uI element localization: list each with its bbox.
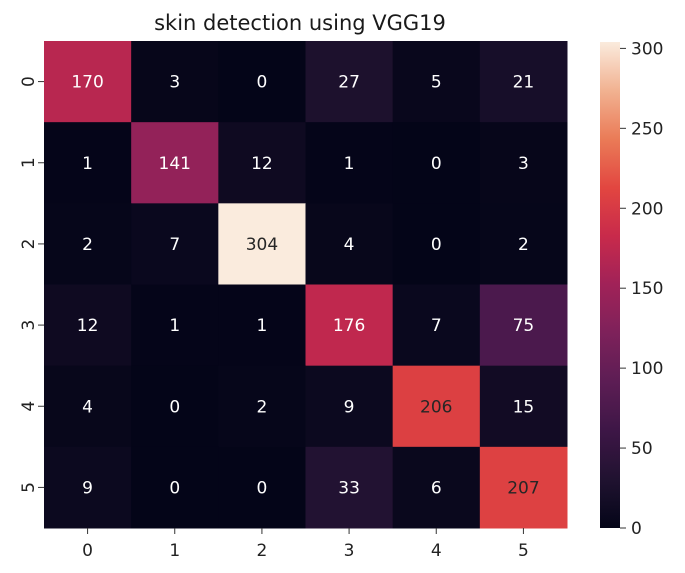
heatmap-cell: [131, 284, 219, 367]
colorbar-tick-label: 50: [631, 439, 653, 459]
heatmap-cell: [131, 365, 219, 448]
heatmap-cell: [305, 284, 394, 367]
cell-label: 21: [513, 73, 535, 93]
heatmap-cell: [44, 446, 132, 529]
cell-label: 12: [77, 316, 99, 336]
heatmap-cell: [131, 446, 219, 529]
x-tick-label: 3: [344, 541, 355, 561]
heatmap-cell: [44, 284, 132, 367]
heatmap-cell: [218, 284, 306, 367]
y-tick-label: 1: [19, 157, 39, 168]
cell-label: 6: [431, 478, 442, 498]
heatmap-cell: [392, 122, 481, 204]
cell-label: 207: [507, 478, 539, 498]
cell-label: 7: [169, 235, 180, 255]
colorbar-ticks: 0 50 100 150 200 250 300: [620, 39, 663, 539]
heatmap-cell: [131, 203, 219, 285]
heatmap-cell: [479, 41, 568, 123]
cell-label: 27: [338, 73, 360, 93]
heatmap-cell: [392, 284, 481, 367]
cell-label: 2: [518, 235, 529, 255]
cell-label: 0: [169, 478, 180, 498]
cell-label: 1: [169, 316, 180, 336]
cell-label: 9: [344, 397, 355, 417]
heatmap-cell: [479, 122, 568, 204]
colorbar: [600, 42, 620, 528]
cell-label: 0: [431, 235, 442, 255]
cell-label: 7: [431, 316, 442, 336]
y-axis: 0 1 2 3 4 5: [19, 76, 44, 493]
heatmap-cell: [392, 365, 481, 448]
chart-title: skin detection using VGG19: [154, 11, 446, 35]
y-tick-label: 3: [19, 320, 39, 331]
heatmap-cell: [44, 365, 132, 448]
colorbar-tick-label: 100: [631, 359, 663, 379]
heatmap-cell: [218, 122, 306, 204]
cell-label: 2: [257, 397, 268, 417]
y-tick-label: 2: [19, 239, 39, 250]
heatmap-cell: [305, 41, 394, 123]
colorbar-tick-label: 150: [631, 279, 663, 299]
heatmap-cell: [479, 203, 568, 285]
cell-label: 3: [169, 73, 180, 93]
heatmap-cell: [44, 41, 132, 123]
heatmap-cell: [131, 122, 219, 204]
colorbar-tick-label: 250: [631, 119, 663, 139]
y-tick-label: 4: [19, 401, 39, 412]
cell-label: 1: [344, 154, 355, 174]
x-axis: 0 1 2 3 4 5: [82, 528, 529, 561]
heatmap-cell: [392, 41, 481, 123]
cell-label: 5: [431, 73, 442, 93]
heatmap-cell: [44, 122, 132, 204]
heatmap-cell: [392, 203, 481, 285]
heatmap-cell: [218, 365, 306, 448]
x-tick-label: 5: [518, 541, 529, 561]
x-tick-label: 1: [169, 541, 180, 561]
cell-label: 9: [82, 478, 93, 498]
heatmap-cell: [218, 41, 306, 123]
heatmap-cell: [305, 203, 394, 285]
heatmap-cell: [479, 446, 568, 529]
cell-label: 33: [338, 478, 360, 498]
colorbar-tick-label: 300: [631, 39, 663, 59]
heatmap-cell: [479, 365, 568, 448]
cell-label: 75: [513, 316, 535, 336]
heatmap-cell: [479, 284, 568, 367]
heatmap-cell: [44, 203, 132, 285]
cell-label: 15: [513, 397, 535, 417]
cell-label: 4: [82, 397, 93, 417]
y-tick-label: 5: [19, 482, 39, 493]
cell-label: 3: [518, 154, 529, 174]
heatmap-cell: [218, 203, 306, 285]
heatmap-cell: [305, 365, 394, 448]
cell-label: 12: [251, 154, 273, 174]
cell-label: 2: [82, 235, 93, 255]
heatmap-cell: [392, 446, 481, 529]
cell-label: 170: [71, 73, 103, 93]
cell-label: 0: [431, 154, 442, 174]
colorbar-tick-label: 200: [631, 199, 663, 219]
y-tick-label: 0: [19, 76, 39, 87]
x-tick-label: 2: [257, 541, 268, 561]
cell-label: 1: [257, 316, 268, 336]
colorbar-tick-label: 0: [631, 519, 642, 539]
cell-label: 1: [82, 154, 93, 174]
cell-label: 0: [257, 73, 268, 93]
cell-label: 0: [257, 478, 268, 498]
cell-label: 0: [169, 397, 180, 417]
heatmap-cell: [305, 446, 394, 529]
cell-label: 206: [420, 397, 452, 417]
x-tick-label: 4: [431, 541, 442, 561]
cell-label: 141: [159, 154, 191, 174]
heatmap-cell: [131, 41, 219, 123]
x-tick-label: 0: [82, 541, 93, 561]
heatmap-cell: [218, 446, 306, 529]
cell-label: 4: [344, 235, 355, 255]
heatmap-cells: 170 3 0 27 5 211 141 12 1 0 32 7 304 4 0 212 1 1 176 7 754 0 2…: [44, 41, 568, 529]
cell-label: 176: [333, 316, 365, 336]
cell-label: 304: [246, 235, 278, 255]
heatmap-cell: [305, 122, 394, 204]
